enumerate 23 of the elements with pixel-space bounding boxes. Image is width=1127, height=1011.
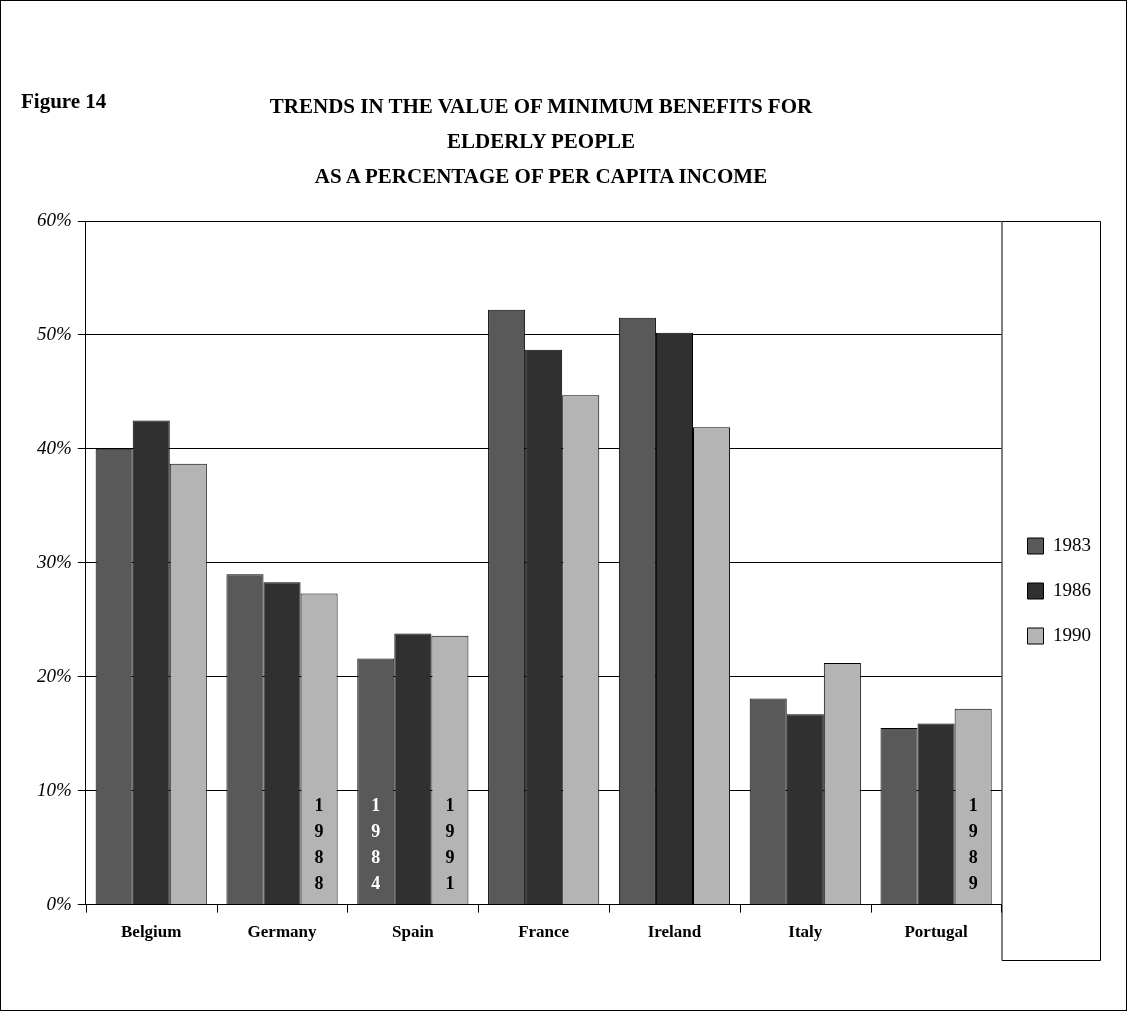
annotation: 1988 (314, 795, 324, 894)
legend-label: 1983 (1053, 533, 1091, 555)
x-tick-label: Ireland (647, 922, 702, 942)
legend-label: 1990 (1053, 623, 1091, 645)
y-tick-label: 40% (37, 436, 72, 458)
y-tick-label: 60% (37, 209, 72, 230)
x-tick-label: France (518, 922, 570, 942)
x-tick-label: Germany (247, 922, 317, 942)
y-tick-label: 0% (46, 892, 72, 914)
annotation: 1989 (968, 795, 978, 894)
x-tick-label: Italy (788, 922, 823, 942)
x-tick-label: Spain (392, 922, 435, 942)
legend-label: 1986 (1053, 578, 1091, 600)
y-tick-label: 10% (37, 778, 72, 800)
annotation: 1984 (371, 795, 381, 894)
chart-subtitle: Figure 14 (21, 89, 107, 114)
chart-title: TRENDS IN THE VALUE OF MINIMUM BENEFITS FOR ELDERLY PEOPLE AS A PERCENTAGE OF PER CAPITA INCOME (268, 93, 814, 190)
y-tick-label: 30% (36, 550, 72, 572)
annotation: 1991 (445, 795, 455, 894)
x-tick-label: Belgium (121, 922, 182, 942)
y-tick-label: 20% (37, 664, 72, 686)
x-tick-label: Portugal (904, 922, 968, 942)
y-tick-label: 50% (37, 322, 72, 344)
